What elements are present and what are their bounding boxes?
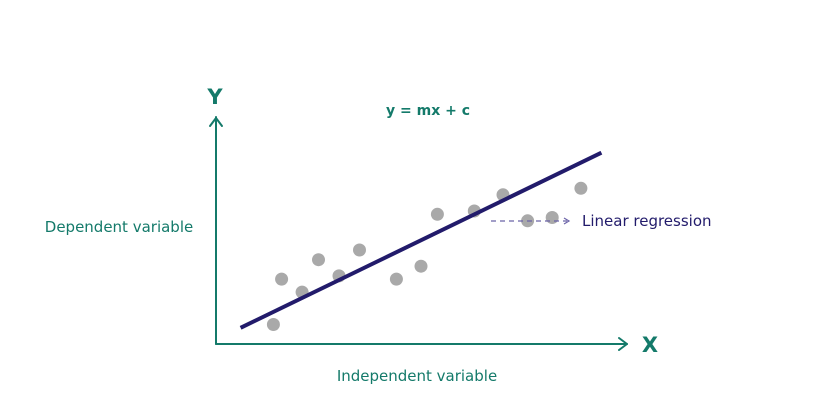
data-point-6 <box>353 243 366 257</box>
axes <box>209 116 628 351</box>
x-axis-letter: X <box>642 333 658 357</box>
annotation-arrowhead <box>563 217 571 225</box>
annotation-label: Linear regression <box>582 212 712 230</box>
y-axis-letter: Y <box>206 85 223 109</box>
data-point-13 <box>545 211 559 224</box>
x-axis-label: Independent variable <box>337 367 497 385</box>
regression-line <box>239 150 603 330</box>
x-axis-arrowhead <box>618 337 628 351</box>
y-axis-arrowhead <box>209 117 223 127</box>
data-point-4 <box>312 253 325 267</box>
data-point-14 <box>574 181 588 195</box>
chart-title: y = mx + c <box>386 103 470 119</box>
data-point-8 <box>414 259 428 273</box>
data-point-9 <box>430 207 444 221</box>
data-point-2 <box>275 272 289 286</box>
data-point-7 <box>389 272 403 286</box>
y-axis-label: Dependent variable <box>45 218 193 236</box>
data-point-1 <box>266 318 280 331</box>
data-points <box>266 181 588 331</box>
